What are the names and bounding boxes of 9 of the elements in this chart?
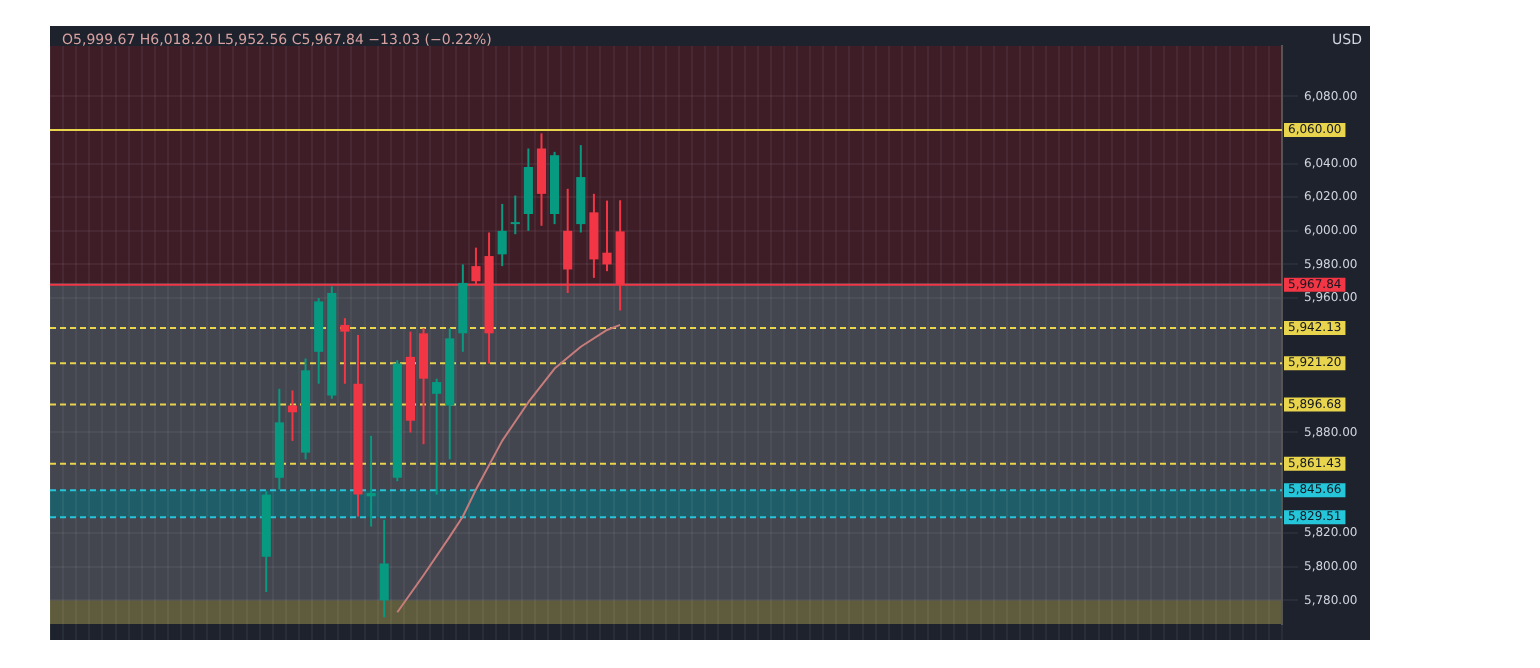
candlestick [497, 202, 507, 268]
candlestick [510, 194, 520, 236]
candlestick [379, 518, 389, 619]
candlestick [536, 132, 547, 227]
candlestick [340, 317, 350, 385]
candlestick [432, 377, 442, 496]
candlestick [523, 147, 533, 232]
candlestick [576, 144, 586, 234]
candlestick [418, 327, 429, 446]
